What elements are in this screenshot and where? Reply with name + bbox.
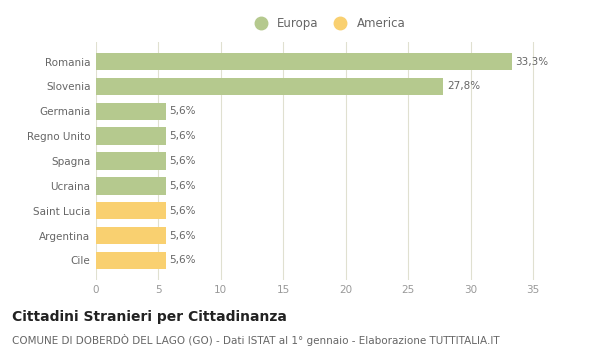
Text: COMUNE DI DOBERDÒ DEL LAGO (GO) - Dati ISTAT al 1° gennaio - Elaborazione TUTTIT: COMUNE DI DOBERDÒ DEL LAGO (GO) - Dati I… <box>12 334 500 346</box>
Bar <box>96 177 166 195</box>
Text: 5,6%: 5,6% <box>170 131 196 141</box>
Text: 5,6%: 5,6% <box>170 256 196 266</box>
Legend: Europa, America: Europa, America <box>249 17 405 30</box>
Bar <box>96 252 166 269</box>
Text: 5,6%: 5,6% <box>170 106 196 116</box>
Bar <box>96 152 166 170</box>
Text: 5,6%: 5,6% <box>170 206 196 216</box>
Bar <box>96 103 166 120</box>
Text: Cittadini Stranieri per Cittadinanza: Cittadini Stranieri per Cittadinanza <box>12 310 287 324</box>
Text: 27,8%: 27,8% <box>447 82 480 91</box>
Text: 5,6%: 5,6% <box>170 181 196 191</box>
Bar <box>96 127 166 145</box>
Text: 5,6%: 5,6% <box>170 231 196 240</box>
Text: 33,3%: 33,3% <box>515 56 548 66</box>
Bar <box>96 53 512 70</box>
Bar <box>96 202 166 219</box>
Bar <box>96 227 166 244</box>
Bar <box>96 78 443 95</box>
Text: 5,6%: 5,6% <box>170 156 196 166</box>
